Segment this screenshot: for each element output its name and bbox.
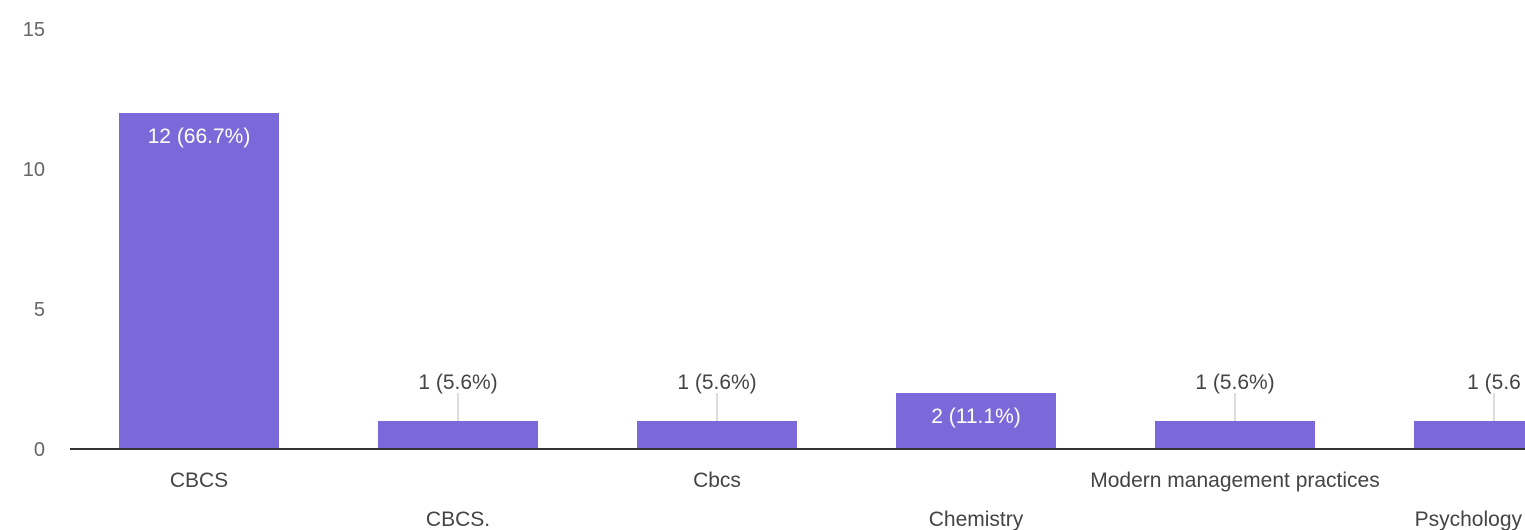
x-category-label: Cbcs <box>693 469 741 492</box>
bar <box>896 393 1056 449</box>
bars <box>119 113 1525 449</box>
y-tick-label: 0 <box>34 439 45 461</box>
x-category-label: Chemistry <box>929 508 1024 530</box>
bar-data-label: 1 (5.6 <box>1467 371 1521 394</box>
y-tick-label: 5 <box>34 299 45 321</box>
x-category-label: Psychology <box>1415 508 1523 530</box>
bar-data-label: 1 (5.6%) <box>418 371 497 394</box>
x-category-label: CBCS. <box>426 508 490 530</box>
data-labels: 12 (66.7%) 1 (5.6%) 1 (5.6%) 2 (11.1%) 1 (5.… <box>148 125 1521 428</box>
bar-data-label: 2 (11.1%) <box>931 405 1021 428</box>
bar-data-label: 12 (66.7%) <box>148 125 251 148</box>
bar <box>119 113 279 449</box>
y-axis-ticks: 0 5 10 15 <box>23 19 45 461</box>
bar <box>378 421 538 449</box>
bar-data-label: 1 (5.6%) <box>677 371 756 394</box>
bar-data-label: 1 (5.6%) <box>1195 371 1274 394</box>
category-labels: CBCS CBCS. Cbcs Chemistry Modern management … <box>170 469 1523 530</box>
bar <box>1155 421 1315 449</box>
leader-lines <box>457 393 1495 421</box>
y-tick-label: 15 <box>23 19 45 41</box>
x-category-label: CBCS <box>170 469 228 492</box>
bar <box>1414 421 1525 449</box>
y-tick-label: 10 <box>23 159 45 181</box>
x-category-label: Modern management practices <box>1090 469 1379 492</box>
bar <box>637 421 797 449</box>
